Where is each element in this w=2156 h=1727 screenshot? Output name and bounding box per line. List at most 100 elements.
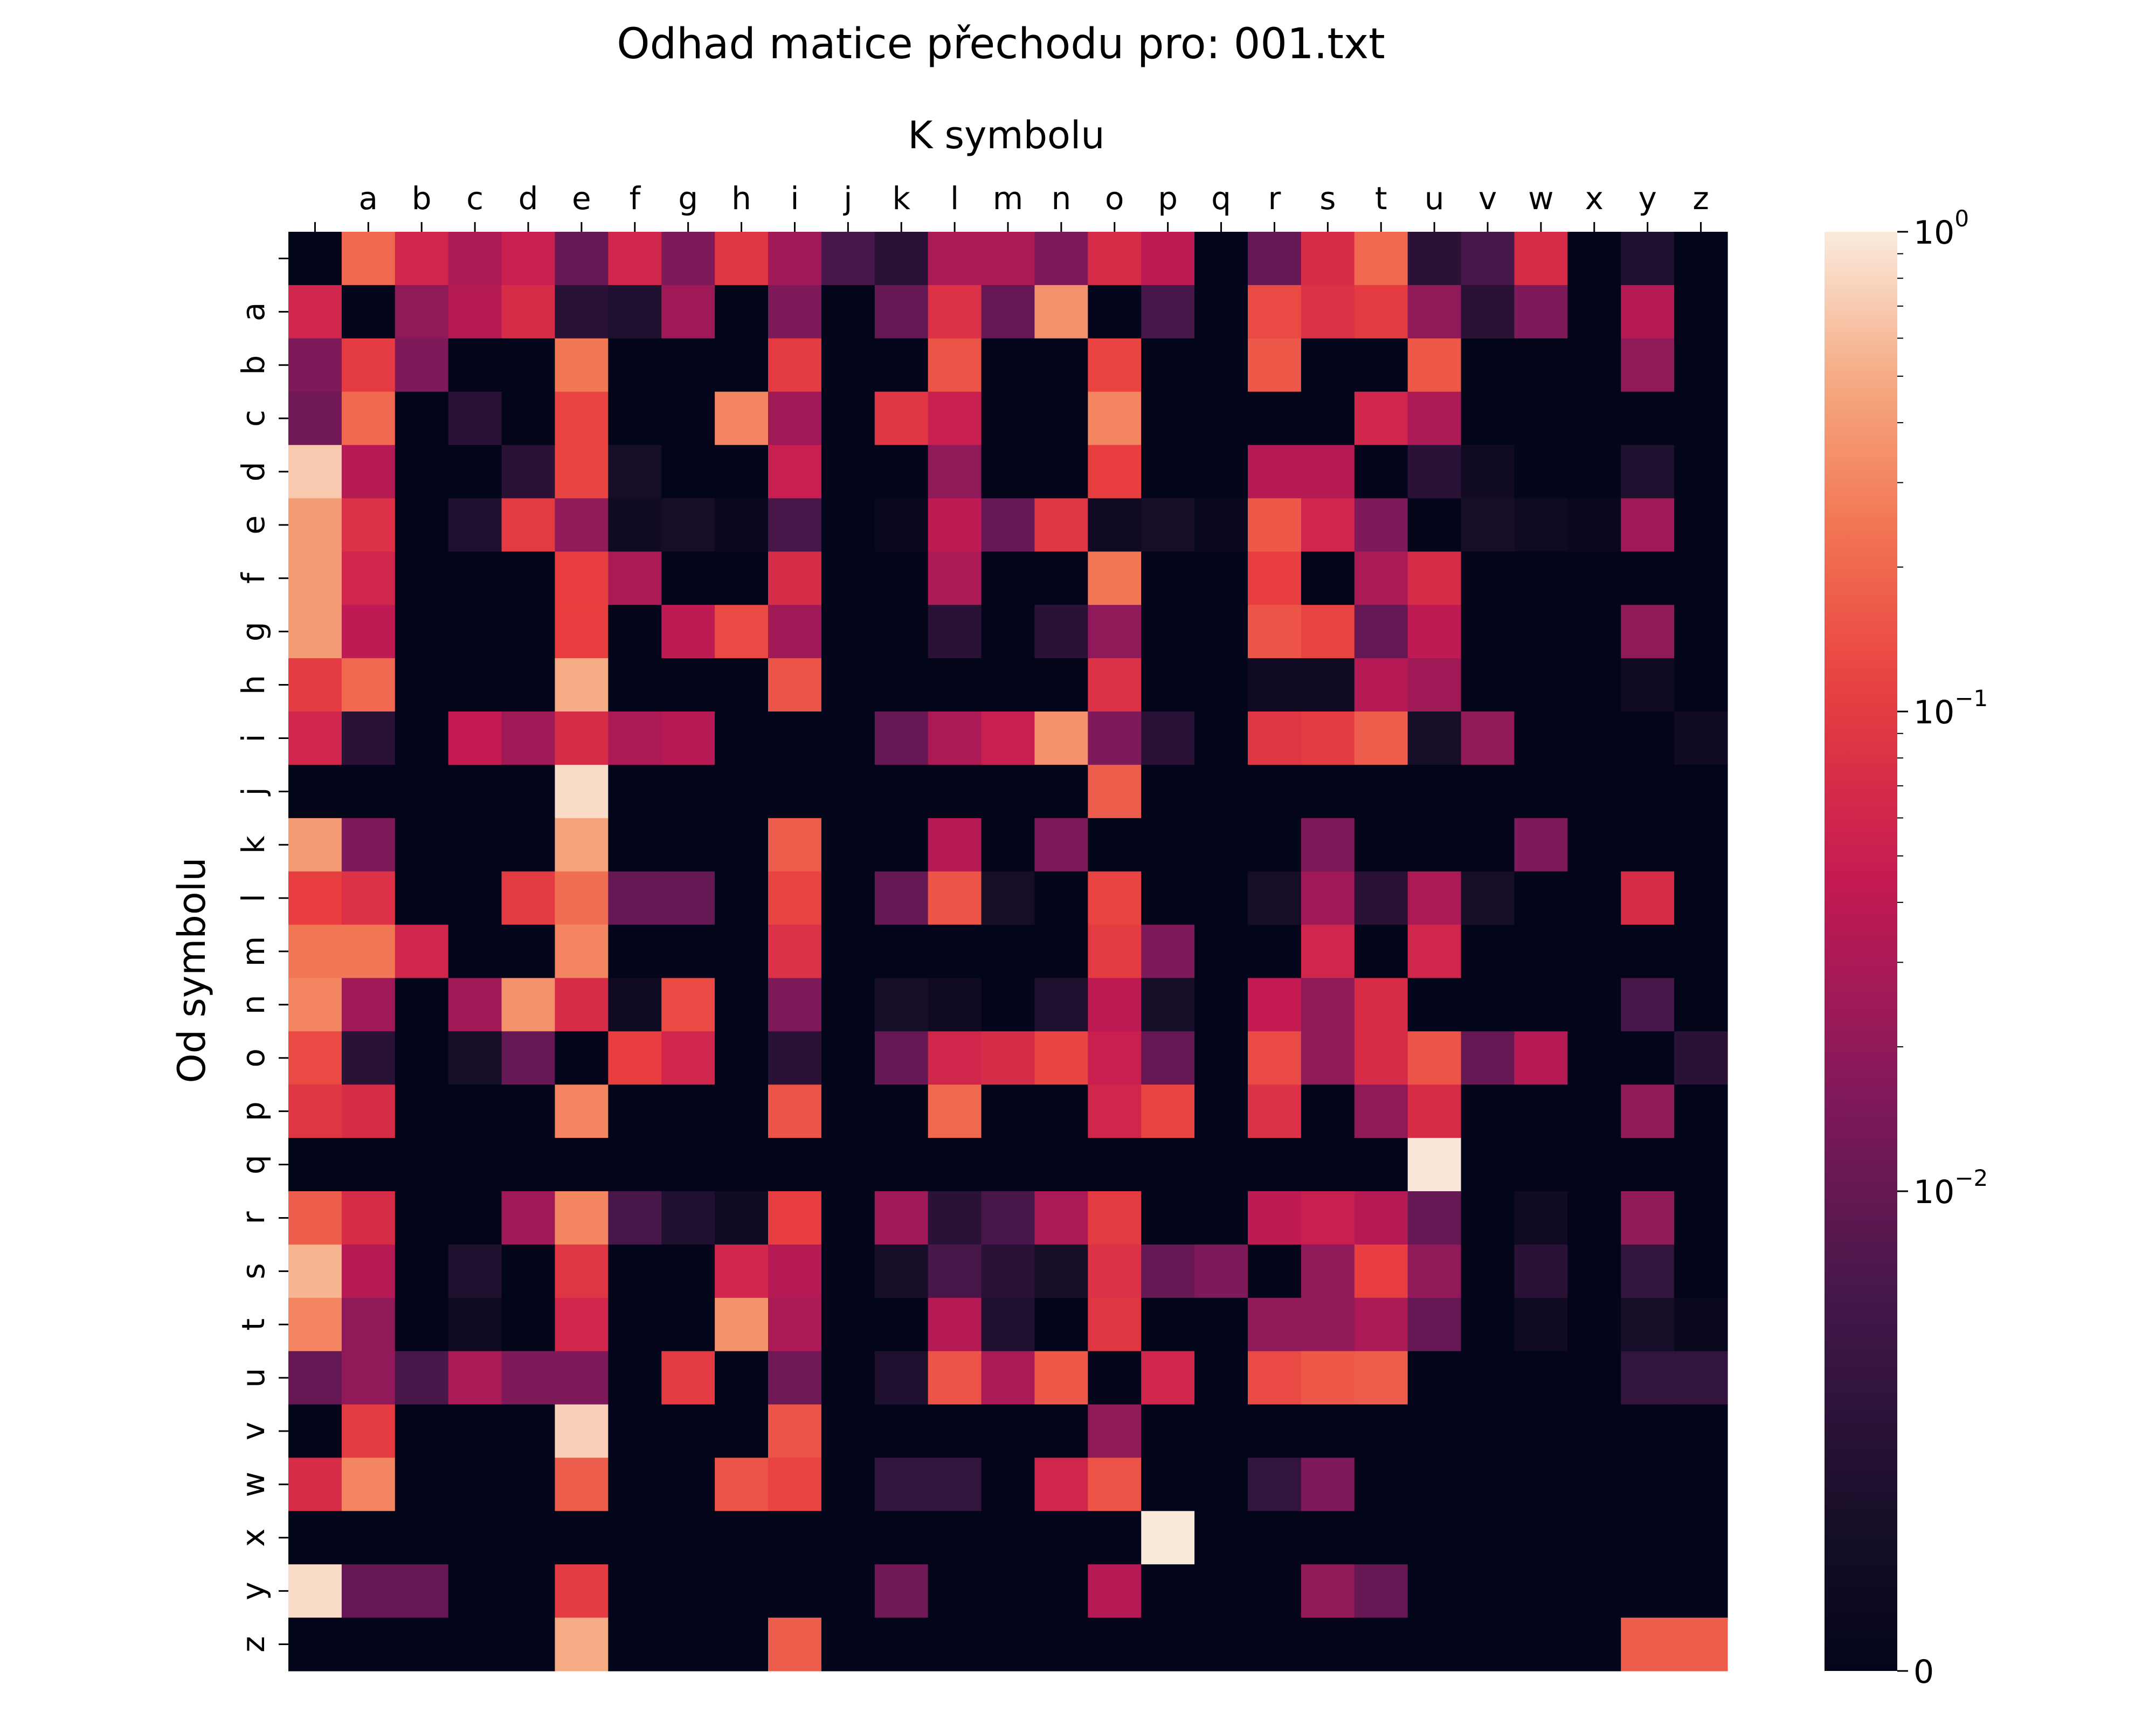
heatmap-cell xyxy=(288,1564,342,1618)
heatmap-cell xyxy=(874,1457,929,1511)
heatmap-cell xyxy=(1514,1404,1568,1459)
heatmap-cell xyxy=(1034,658,1088,712)
heatmap-cell xyxy=(874,978,929,1032)
heatmap-cell xyxy=(1034,871,1088,925)
heatmap-cell xyxy=(821,1138,875,1192)
heatmap-cell xyxy=(981,1511,1035,1565)
heatmap-cell xyxy=(501,605,556,659)
heatmap-cell xyxy=(661,391,715,446)
heatmap-cell xyxy=(874,1244,929,1298)
heatmap-cell xyxy=(715,1244,769,1298)
heatmap-cell xyxy=(288,978,342,1032)
heatmap-cell xyxy=(821,1351,875,1405)
heatmap-cell xyxy=(1194,1404,1248,1459)
heatmap-cell xyxy=(288,1297,342,1352)
heatmap-cell xyxy=(1567,551,1621,605)
heatmap-cell xyxy=(928,1031,982,1085)
heatmap-cell xyxy=(501,1138,556,1192)
heatmap-cell xyxy=(1674,285,1728,339)
heatmap-cell xyxy=(1514,338,1568,392)
heatmap-cell xyxy=(341,232,396,286)
heatmap-cell xyxy=(928,1351,982,1405)
heatmap-cell xyxy=(1301,1618,1355,1671)
heatmap-cell xyxy=(1621,1618,1675,1671)
heatmap-cell xyxy=(874,1618,929,1671)
heatmap-cell xyxy=(1621,1511,1675,1565)
heatmap-cell xyxy=(608,658,662,712)
heatmap-cell xyxy=(1141,871,1195,925)
heatmap-cell xyxy=(288,551,342,605)
heatmap-cell xyxy=(1354,1618,1408,1671)
heatmap-cell xyxy=(341,1297,396,1352)
heatmap-cell xyxy=(1461,338,1515,392)
heatmap-cell xyxy=(821,498,875,552)
heatmap-cell xyxy=(341,391,396,446)
heatmap-cell xyxy=(1621,232,1675,286)
heatmap-cell xyxy=(555,1244,609,1298)
heatmap-cell xyxy=(874,1297,929,1352)
heatmap-cell xyxy=(1407,1457,1462,1511)
x-axis-label: K symbolu xyxy=(908,113,1104,157)
heatmap-cell xyxy=(1194,1297,1248,1352)
heatmap-cell xyxy=(715,498,769,552)
heatmap-cell xyxy=(1301,391,1355,446)
heatmap-cell xyxy=(395,1031,449,1085)
heatmap-cell xyxy=(1514,605,1568,659)
heatmap-cell xyxy=(874,391,929,446)
heatmap-cell xyxy=(1407,391,1462,446)
heatmap-cell xyxy=(1567,338,1621,392)
heatmap-cell xyxy=(768,1351,822,1405)
heatmap-cell xyxy=(1461,764,1515,819)
heatmap-cell xyxy=(1088,924,1142,979)
heatmap-cell xyxy=(1567,1084,1621,1138)
heatmap-cell xyxy=(1194,338,1248,392)
heatmap-cell xyxy=(768,498,822,552)
heatmap-cell xyxy=(608,498,662,552)
heatmap-cell xyxy=(608,285,662,339)
heatmap-cell xyxy=(1621,924,1675,979)
heatmap-cell xyxy=(1194,1084,1248,1138)
heatmap-cell xyxy=(768,1084,822,1138)
heatmap-cell xyxy=(1034,1084,1088,1138)
x-tick-label: x xyxy=(1585,180,1604,217)
heatmap-cell xyxy=(768,445,822,499)
heatmap-cell xyxy=(1567,818,1621,872)
heatmap-cell xyxy=(1407,1031,1462,1085)
heatmap-cell xyxy=(1621,1084,1675,1138)
heatmap-cell xyxy=(1674,1084,1728,1138)
heatmap-cell xyxy=(1407,445,1462,499)
heatmap-cell xyxy=(1461,658,1515,712)
heatmap-cell xyxy=(608,1564,662,1618)
heatmap-cell xyxy=(288,391,342,446)
heatmap-cell xyxy=(715,1351,769,1405)
heatmap-cell xyxy=(1674,711,1728,765)
heatmap-cell xyxy=(1461,1031,1515,1085)
heatmap-cell xyxy=(395,391,449,446)
heatmap-cell xyxy=(821,1244,875,1298)
heatmap-cell xyxy=(1141,658,1195,712)
heatmap-cell xyxy=(1567,1244,1621,1298)
y-tick-label: q xyxy=(235,1155,272,1175)
heatmap-cell xyxy=(874,445,929,499)
heatmap-cell xyxy=(1407,658,1462,712)
heatmap-cell xyxy=(1674,1511,1728,1565)
heatmap-cell xyxy=(981,658,1035,712)
heatmap-cell xyxy=(1088,338,1142,392)
heatmap-cell xyxy=(395,871,449,925)
heatmap-cell xyxy=(608,978,662,1032)
heatmap-cell xyxy=(715,1457,769,1511)
x-tick-label: v xyxy=(1478,180,1497,217)
heatmap-cell xyxy=(608,551,662,605)
heatmap-cell xyxy=(874,1084,929,1138)
heatmap-cell xyxy=(555,232,609,286)
heatmap-cell xyxy=(555,1564,609,1618)
heatmap-cell xyxy=(874,1191,929,1245)
heatmap-cell xyxy=(1248,445,1302,499)
heatmap-cell xyxy=(1088,551,1142,605)
heatmap-cell xyxy=(1461,1244,1515,1298)
y-tick-label: h xyxy=(235,675,272,695)
heatmap-cell xyxy=(874,551,929,605)
heatmap-cell xyxy=(288,764,342,819)
heatmap-cell xyxy=(928,498,982,552)
heatmap-cell xyxy=(288,1618,342,1671)
